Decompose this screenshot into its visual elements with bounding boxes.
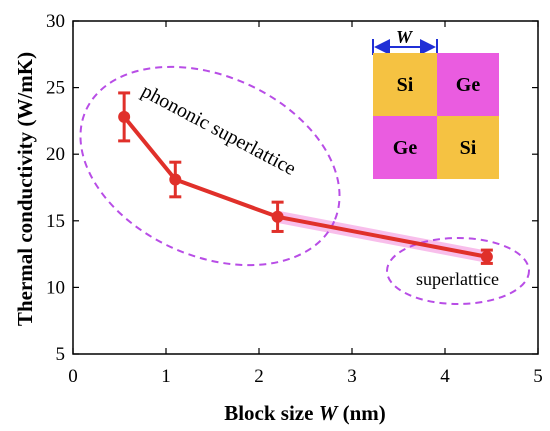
x-axis-ticks: 0 1 2 3 4 5 <box>68 21 543 387</box>
x-tick-label: 1 <box>161 366 171 387</box>
series-line <box>122 115 488 259</box>
inset-cell-bottom-right <box>437 116 499 179</box>
y-tick-label: 5 <box>56 344 66 365</box>
data-point <box>480 250 493 263</box>
inset-cell-label-top-right: Ge <box>456 74 481 96</box>
x-tick-label: 2 <box>254 366 264 387</box>
y-axis-ticks: 5 10 15 20 25 30 <box>46 11 538 365</box>
annotation-superlattice: superlattice <box>416 269 499 289</box>
data-point <box>271 210 284 223</box>
data-point <box>118 110 131 123</box>
data-point <box>169 173 182 186</box>
y-tick-label: 15 <box>46 211 65 232</box>
inset-cell-top-right <box>437 53 499 116</box>
y-tick-label: 30 <box>46 11 65 32</box>
phononic-ellipse <box>79 65 341 267</box>
superlattice-ellipse <box>386 237 530 305</box>
x-tick-label: 5 <box>533 366 543 387</box>
plot-frame <box>72 20 539 355</box>
x-tick-label: 4 <box>440 366 450 387</box>
x-axis-label-variable: W <box>319 401 339 425</box>
y-tick-label: 20 <box>46 144 65 165</box>
x-tick-label: 0 <box>68 366 78 387</box>
inset-cell-label-bottom-left: Ge <box>393 137 418 159</box>
inset-cell-top-left <box>373 53 437 116</box>
inset-cell-bottom-left <box>373 116 437 179</box>
y-tick-label: 25 <box>46 78 65 99</box>
inset-cell-label-top-left: Si <box>397 74 414 96</box>
inset-width-label: W <box>396 27 414 47</box>
inset-cell-label-bottom-right: Si <box>460 137 477 159</box>
inset-block-diagram: W Si Ge Ge Si <box>372 27 499 179</box>
series-1 <box>118 91 493 265</box>
y-axis-label: Thermal conductivity (W/mK) <box>13 52 37 326</box>
y-tick-label: 10 <box>46 277 65 298</box>
x-tick-label: 3 <box>347 366 357 387</box>
x-axis-label: Block size W (nm) <box>224 401 386 425</box>
